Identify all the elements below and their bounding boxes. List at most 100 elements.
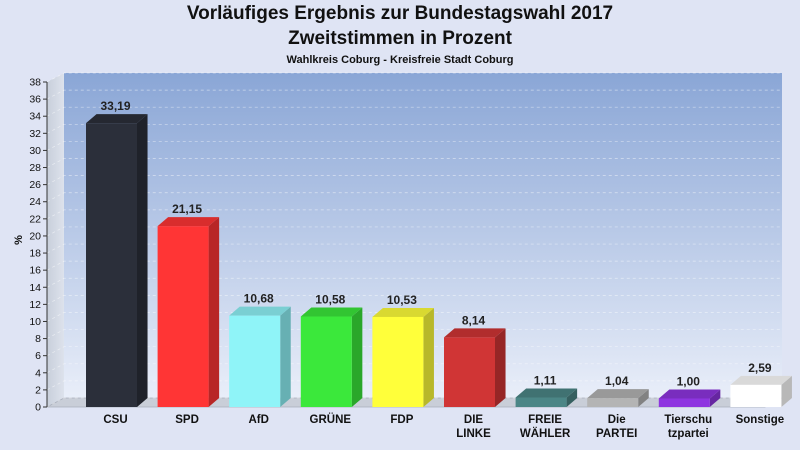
grid-line	[46, 106, 782, 117]
bar-side	[208, 217, 220, 407]
grid-line	[46, 397, 782, 408]
grid-line	[46, 158, 782, 168]
x-tick-label: CSU	[103, 414, 127, 426]
x-tick-label: DIE	[464, 414, 484, 426]
data-label: 1,04	[605, 374, 629, 388]
bar-side	[566, 388, 578, 407]
bar-top	[444, 328, 506, 338]
x-tick-label: WÄHLER	[520, 427, 571, 440]
grid-line	[46, 175, 782, 185]
grid-line	[46, 243, 782, 254]
y-tick-label: 32	[29, 128, 41, 140]
data-label: 2,59	[748, 361, 772, 375]
grid-line	[46, 260, 782, 271]
y-tick-label: 28	[29, 162, 41, 174]
bar-side	[781, 375, 792, 407]
bar-side	[137, 114, 148, 408]
x-tick-label: Sonstige	[736, 414, 785, 426]
bar	[157, 226, 209, 407]
bar-top	[658, 389, 721, 399]
bar	[372, 316, 424, 407]
bar-top	[86, 114, 148, 124]
grid-line	[46, 123, 782, 134]
y-tick-label: 0	[35, 402, 41, 414]
y-tick-label: 8	[35, 333, 41, 345]
bar-side	[351, 307, 363, 407]
bar-side	[638, 389, 649, 407]
bar	[515, 397, 567, 407]
x-tick-label: SPD	[175, 414, 199, 426]
x-tick-label: PARTEI	[596, 428, 637, 440]
grid-line	[46, 295, 782, 305]
grid-line	[46, 380, 782, 391]
bar	[444, 337, 495, 407]
bar-top	[730, 375, 792, 385]
bar-top	[157, 217, 220, 227]
y-tick-label: 30	[29, 145, 41, 157]
grid-line	[46, 141, 782, 151]
y-tick-label: 2	[35, 384, 41, 396]
y-tick-label: 12	[29, 299, 41, 311]
bar-side	[495, 328, 506, 407]
bar-side	[709, 389, 721, 407]
x-tick-label: Tierschu	[664, 414, 712, 426]
bar	[730, 384, 782, 407]
bar-top	[372, 307, 434, 317]
bar-side	[423, 307, 434, 407]
data-label: 10,58	[315, 293, 345, 307]
bar-top	[515, 388, 578, 398]
data-label: 8,14	[462, 313, 486, 327]
y-tick-label: 6	[35, 350, 41, 362]
y-tick-label: 18	[29, 248, 41, 260]
y-tick-label: 34	[29, 111, 41, 123]
bar	[86, 123, 137, 408]
x-tick-label: FDP	[390, 414, 413, 426]
x-tick-label: tzpartei	[668, 428, 709, 440]
y-tick-label: 22	[29, 213, 41, 225]
bar-top	[229, 306, 291, 316]
x-tick-label: LINKE	[456, 428, 491, 440]
bar	[229, 315, 281, 407]
x-tick-label: Die	[608, 414, 626, 426]
grid-line	[46, 329, 782, 339]
grid-line	[46, 89, 782, 100]
grid-line	[46, 312, 782, 322]
y-tick-label: 24	[29, 196, 41, 208]
x-tick-label: AfD	[248, 414, 268, 426]
grid-line	[46, 192, 782, 203]
chart-title: Vorläufiges Ergebnis zur Bundestagswahl …	[186, 3, 614, 24]
bar	[300, 316, 352, 407]
y-tick-label: 10	[29, 316, 41, 328]
y-tick-label: 16	[29, 265, 41, 277]
bar-top	[587, 389, 649, 399]
y-tick-label: 36	[29, 94, 41, 106]
bar-side	[280, 306, 291, 407]
bar	[658, 398, 710, 407]
data-label: 33,19	[100, 99, 130, 113]
grid-line	[46, 363, 782, 374]
grid-line	[46, 277, 782, 288]
chart-title-line2: Zweitstimmen in Prozent	[288, 28, 512, 49]
x-tick-label: GRÜNE	[310, 413, 352, 426]
y-tick-label: 38	[29, 77, 41, 89]
grid-line	[46, 346, 782, 356]
bar-top	[300, 307, 363, 317]
data-label: 10,53	[387, 293, 417, 307]
chart-subtitle: Wahlkreis Coburg - Kreisfreie Stadt Cobu…	[286, 54, 514, 66]
y-tick-label: 4	[35, 367, 41, 379]
data-label: 1,11	[534, 374, 557, 388]
y-tick-label: 20	[29, 230, 41, 242]
data-label: 1,00	[677, 374, 701, 388]
y-tick-label: 14	[29, 282, 41, 294]
x-tick-label: FREIE	[528, 414, 562, 426]
bar	[587, 398, 639, 407]
data-label: 21,15	[172, 202, 202, 216]
data-label: 10,68	[244, 292, 274, 306]
grid-line	[46, 72, 782, 83]
grid-line	[46, 209, 782, 220]
y-axis-label: %	[13, 235, 25, 245]
grid-line	[46, 226, 782, 237]
y-tick-label: 26	[29, 179, 41, 191]
plot-side-wall	[47, 73, 64, 407]
